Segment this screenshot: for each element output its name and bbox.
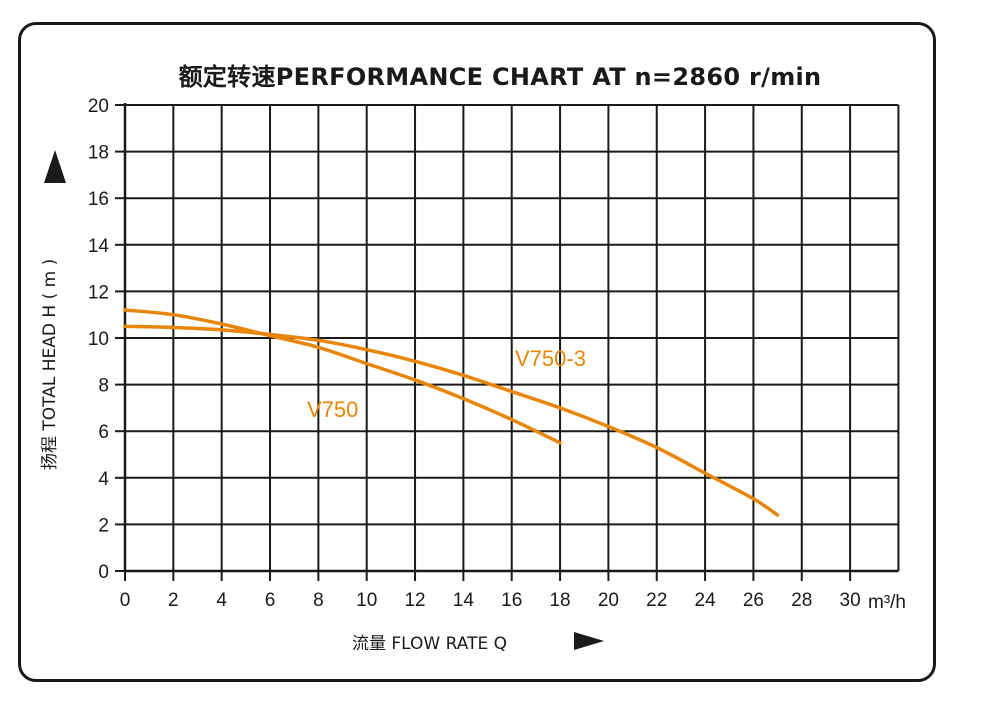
- x-tick-label: 14: [453, 590, 475, 611]
- x-tick-label: 2: [168, 590, 179, 611]
- x-tick-label: 4: [216, 590, 227, 611]
- y-tick-label: 6: [98, 422, 109, 443]
- y-tick-label: 16: [88, 189, 109, 210]
- y-tick-label: 12: [88, 282, 109, 303]
- grid: [125, 104, 900, 571]
- series-labels: V750 V750-3: [307, 346, 586, 422]
- chart-frame: [18, 22, 936, 682]
- x-tick-label: 28: [791, 590, 812, 611]
- series-label-v750-3: V750-3: [515, 346, 586, 371]
- axes: [115, 103, 899, 581]
- series-line-v750-3: [123, 324, 780, 517]
- y-tick-label: 10: [88, 329, 109, 350]
- y-tick-label: 14: [88, 236, 110, 257]
- y-axis-title: 扬程 TOTAL HEAD H ( m ): [40, 259, 60, 470]
- y-tick-label: 20: [88, 96, 109, 117]
- x-tick-label: 6: [265, 590, 276, 611]
- series-lines: [123, 308, 780, 517]
- x-unit-label: m³/h: [868, 592, 906, 613]
- x-tick-label: 24: [695, 590, 717, 611]
- y-arrow-icon: [44, 150, 66, 183]
- x-tick-label: 0: [120, 590, 131, 611]
- series-line-v750: [123, 308, 562, 445]
- x-tick-label: 22: [646, 590, 667, 611]
- x-tick-label: 12: [404, 590, 425, 611]
- y-tick-label: 4: [98, 469, 109, 490]
- x-tick-label: 18: [549, 590, 570, 611]
- x-arrow-icon: [574, 632, 604, 650]
- chart-title: 额定转速PERFORMANCE CHART AT n=2860 r/min: [178, 63, 822, 91]
- x-tick-label: 8: [313, 590, 324, 611]
- x-tick-label: 26: [743, 590, 764, 611]
- x-tick-label: 16: [501, 590, 522, 611]
- y-tick-label: 18: [88, 143, 109, 164]
- x-tick-label: 10: [356, 590, 377, 611]
- x-tick-label: 30: [840, 590, 861, 611]
- y-tick-label: 8: [98, 376, 109, 397]
- x-tick-label: 20: [598, 590, 619, 611]
- y-tick-label: 0: [98, 562, 109, 583]
- x-axis-title: 流量 FLOW RATE Q: [352, 634, 507, 654]
- series-label-v750: V750: [307, 397, 358, 422]
- y-tick-label: 2: [98, 515, 109, 536]
